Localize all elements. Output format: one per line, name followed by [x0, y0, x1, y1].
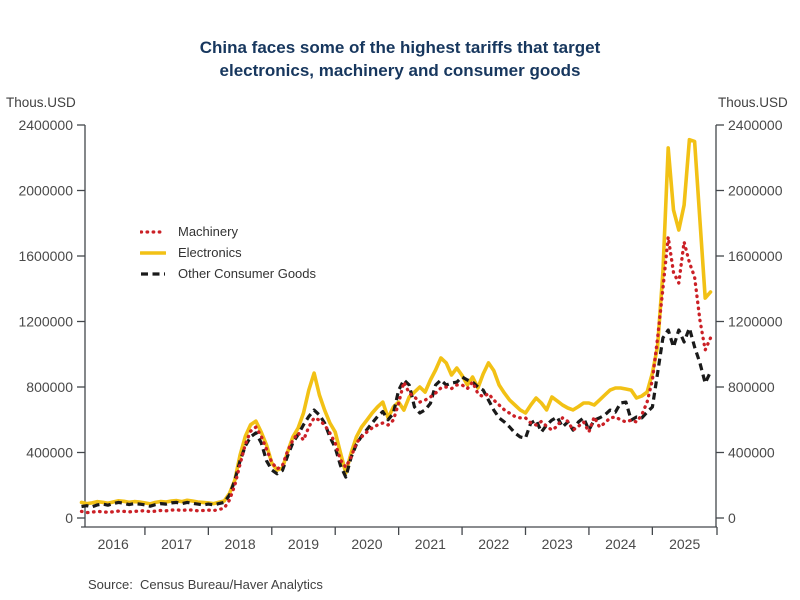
- x-year-label: 2024: [605, 536, 636, 552]
- y-tick-label-right: 0: [728, 510, 736, 526]
- x-year-label: 2016: [98, 536, 129, 552]
- chart-title: China faces some of the highest tariffs …: [0, 36, 800, 82]
- y-tick-label-right: 400000: [728, 445, 775, 461]
- legend-item-electronics: Electronics: [140, 242, 316, 263]
- y-tick-label-left: 800000: [26, 379, 73, 395]
- x-year-label: 2017: [161, 536, 192, 552]
- y-tick-label-right: 1600000: [728, 248, 783, 264]
- x-year-label: 2022: [478, 536, 509, 552]
- electronics-line-sample: [140, 250, 166, 255]
- legend-label-other-consumer-goods: Other Consumer Goods: [178, 266, 317, 281]
- chart-title-line1: China faces some of the highest tariffs …: [199, 38, 601, 57]
- left-axis-unit-label: Thous.USD: [6, 95, 76, 110]
- y-tick-label-left: 1600000: [18, 248, 73, 264]
- legend-item-other-consumer-goods: Other Consumer Goods: [140, 263, 316, 284]
- y-tick-label-right: 800000: [728, 379, 775, 395]
- series-line-other-consumer-goods: [81, 326, 712, 509]
- y-tick-label-right: 2000000: [728, 183, 783, 199]
- x-year-label: 2018: [224, 536, 255, 552]
- x-year-label: 2019: [288, 536, 319, 552]
- legend-item-machinery: Machinery: [140, 221, 316, 242]
- y-tick-label-right: 1200000: [728, 314, 783, 330]
- series-line-electronics: [79, 137, 713, 506]
- x-year-label: 2023: [542, 536, 573, 552]
- legend-label-electronics: Electronics: [178, 245, 242, 260]
- x-year-label: 2020: [351, 536, 382, 552]
- right-axis-unit-label: Thous.USD: [718, 95, 788, 110]
- x-year-label: 2021: [415, 536, 446, 552]
- y-tick-label-left: 0: [65, 510, 73, 526]
- legend-label-machinery: Machinery: [178, 224, 238, 239]
- other-consumer-goods-line-sample: [141, 271, 165, 276]
- machinery-line-sample: [140, 229, 166, 234]
- chart-legend: Machinery Electronics Other Consumer Goo…: [140, 221, 316, 284]
- y-tick-label-left: 2000000: [18, 183, 73, 199]
- x-year-label: 2025: [669, 536, 700, 552]
- y-tick-label-left: 400000: [26, 445, 73, 461]
- y-tick-label-left: 1200000: [18, 314, 73, 330]
- y-tick-label-left: 2400000: [18, 117, 73, 133]
- source-note: Source: Census Bureau/Haver Analytics: [88, 577, 323, 592]
- series-line-machinery: [79, 235, 713, 515]
- y-tick-label-right: 2400000: [728, 117, 783, 133]
- chart-title-line2: electronics, machinery and consumer good…: [219, 61, 581, 80]
